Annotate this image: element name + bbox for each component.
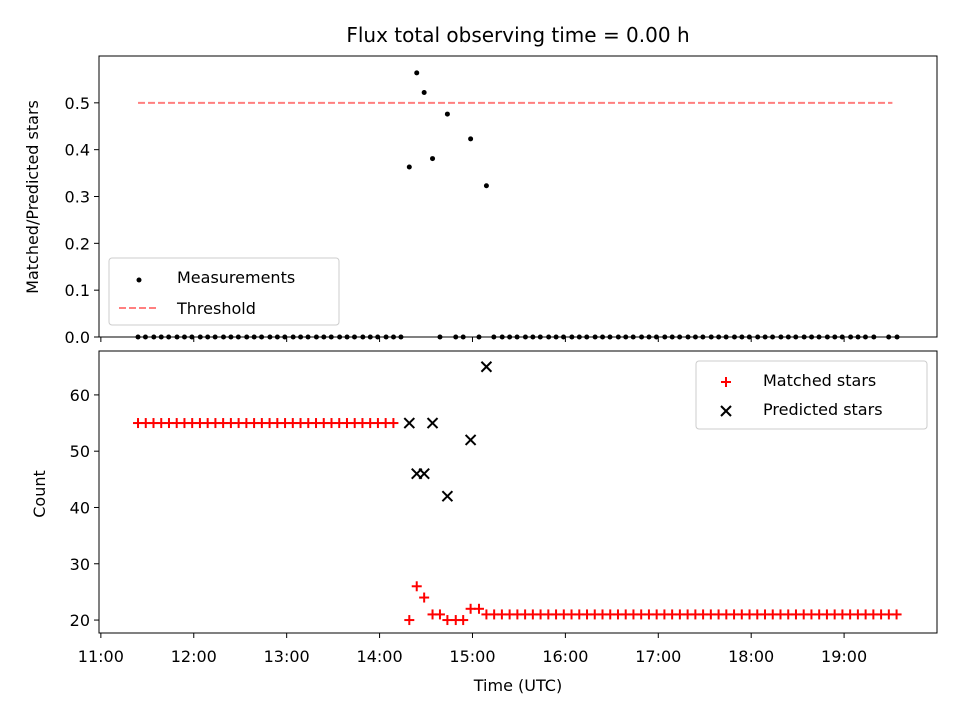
top-chart-title: Flux total observing time = 0.00 h bbox=[346, 23, 689, 47]
predicted-star-point bbox=[464, 434, 477, 446]
measurement-point bbox=[444, 111, 450, 117]
bottom-x-tick-label: 15:00 bbox=[449, 647, 495, 666]
bottom-y-tick-label: 20 bbox=[70, 611, 90, 630]
matched-star-point bbox=[388, 418, 399, 429]
measurement-point bbox=[414, 70, 420, 76]
bottom-plot: 20 30 40 50 60 11:00 12:00 13:00 14:00 15:00 16:00… bbox=[70, 350, 938, 666]
bottom-y-tick-label: 50 bbox=[70, 442, 90, 461]
matched-star-point bbox=[419, 592, 430, 603]
bottom-x-tick-label: 19:00 bbox=[821, 647, 867, 666]
bottom-x-tick-label: 14:00 bbox=[357, 647, 403, 666]
bottom-legend: Matched stars Predicted stars bbox=[695, 360, 928, 430]
predicted-star-point bbox=[426, 417, 439, 429]
bottom-x-tick-label: 12:00 bbox=[171, 647, 217, 666]
top-y-tick-label: 0.0 bbox=[65, 328, 90, 347]
predicted-star-point bbox=[403, 417, 416, 429]
matched-star-point bbox=[442, 615, 453, 626]
top-y-tick-label: 0.4 bbox=[65, 141, 90, 160]
top-y-axis-label: Matched/Predicted stars bbox=[23, 100, 42, 294]
predicted-star-point bbox=[441, 490, 454, 502]
matched-star-point bbox=[404, 615, 415, 626]
bottom-legend-box bbox=[695, 360, 928, 430]
bottom-x-tick-label: 16:00 bbox=[542, 647, 588, 666]
bottom-x-tick-label: 13:00 bbox=[264, 647, 310, 666]
matched-star-point bbox=[458, 615, 469, 626]
matched-star-point bbox=[434, 609, 445, 620]
bottom-x-tick-label: 17:00 bbox=[635, 647, 681, 666]
bottom-y-tick-label: 40 bbox=[70, 498, 90, 517]
bottom-y-tick-label: 60 bbox=[70, 386, 90, 405]
measurement-point bbox=[483, 183, 489, 189]
measurement-point bbox=[468, 136, 474, 142]
predicted-star-point bbox=[418, 467, 430, 480]
measurement-point bbox=[406, 164, 412, 170]
top-plot: 0.0 0.1 0.2 0.3 0.4 0.5 Measurements Threshold bbox=[65, 55, 938, 347]
matched-star-point bbox=[465, 603, 476, 614]
measurement-point bbox=[430, 156, 436, 162]
legend-matched-label: Matched stars bbox=[763, 371, 876, 390]
top-y-tick-label: 0.5 bbox=[65, 94, 90, 113]
matched-star-point bbox=[473, 603, 484, 614]
top-y-tick-label: 0.2 bbox=[65, 234, 90, 253]
top-legend-box bbox=[108, 257, 340, 326]
bottom-x-tick-label: 11:00 bbox=[78, 647, 124, 666]
bottom-plot-frame bbox=[98, 350, 938, 634]
bottom-y-axis-label: Count bbox=[30, 470, 49, 518]
measurement-point bbox=[421, 90, 427, 96]
top-legend: Measurements Threshold bbox=[108, 257, 340, 326]
x-axis-label: Time (UTC) bbox=[473, 676, 562, 695]
legend-matched-marker bbox=[721, 377, 731, 387]
legend-threshold-label: Threshold bbox=[176, 299, 256, 318]
top-y-tick-label: 0.1 bbox=[65, 281, 90, 300]
top-y-tick-label: 0.3 bbox=[65, 188, 90, 207]
legend-measurements-label: Measurements bbox=[177, 268, 295, 287]
bottom-x-tick-label: 18:00 bbox=[728, 647, 774, 666]
bottom-y-tick-label: 30 bbox=[70, 555, 90, 574]
legend-predicted-marker bbox=[720, 405, 732, 417]
legend-measurements-marker bbox=[136, 277, 142, 283]
legend-predicted-label: Predicted stars bbox=[763, 400, 883, 419]
matched-star-point bbox=[891, 609, 902, 620]
matched-star-point bbox=[411, 581, 422, 592]
predicted-star-point bbox=[480, 361, 493, 373]
